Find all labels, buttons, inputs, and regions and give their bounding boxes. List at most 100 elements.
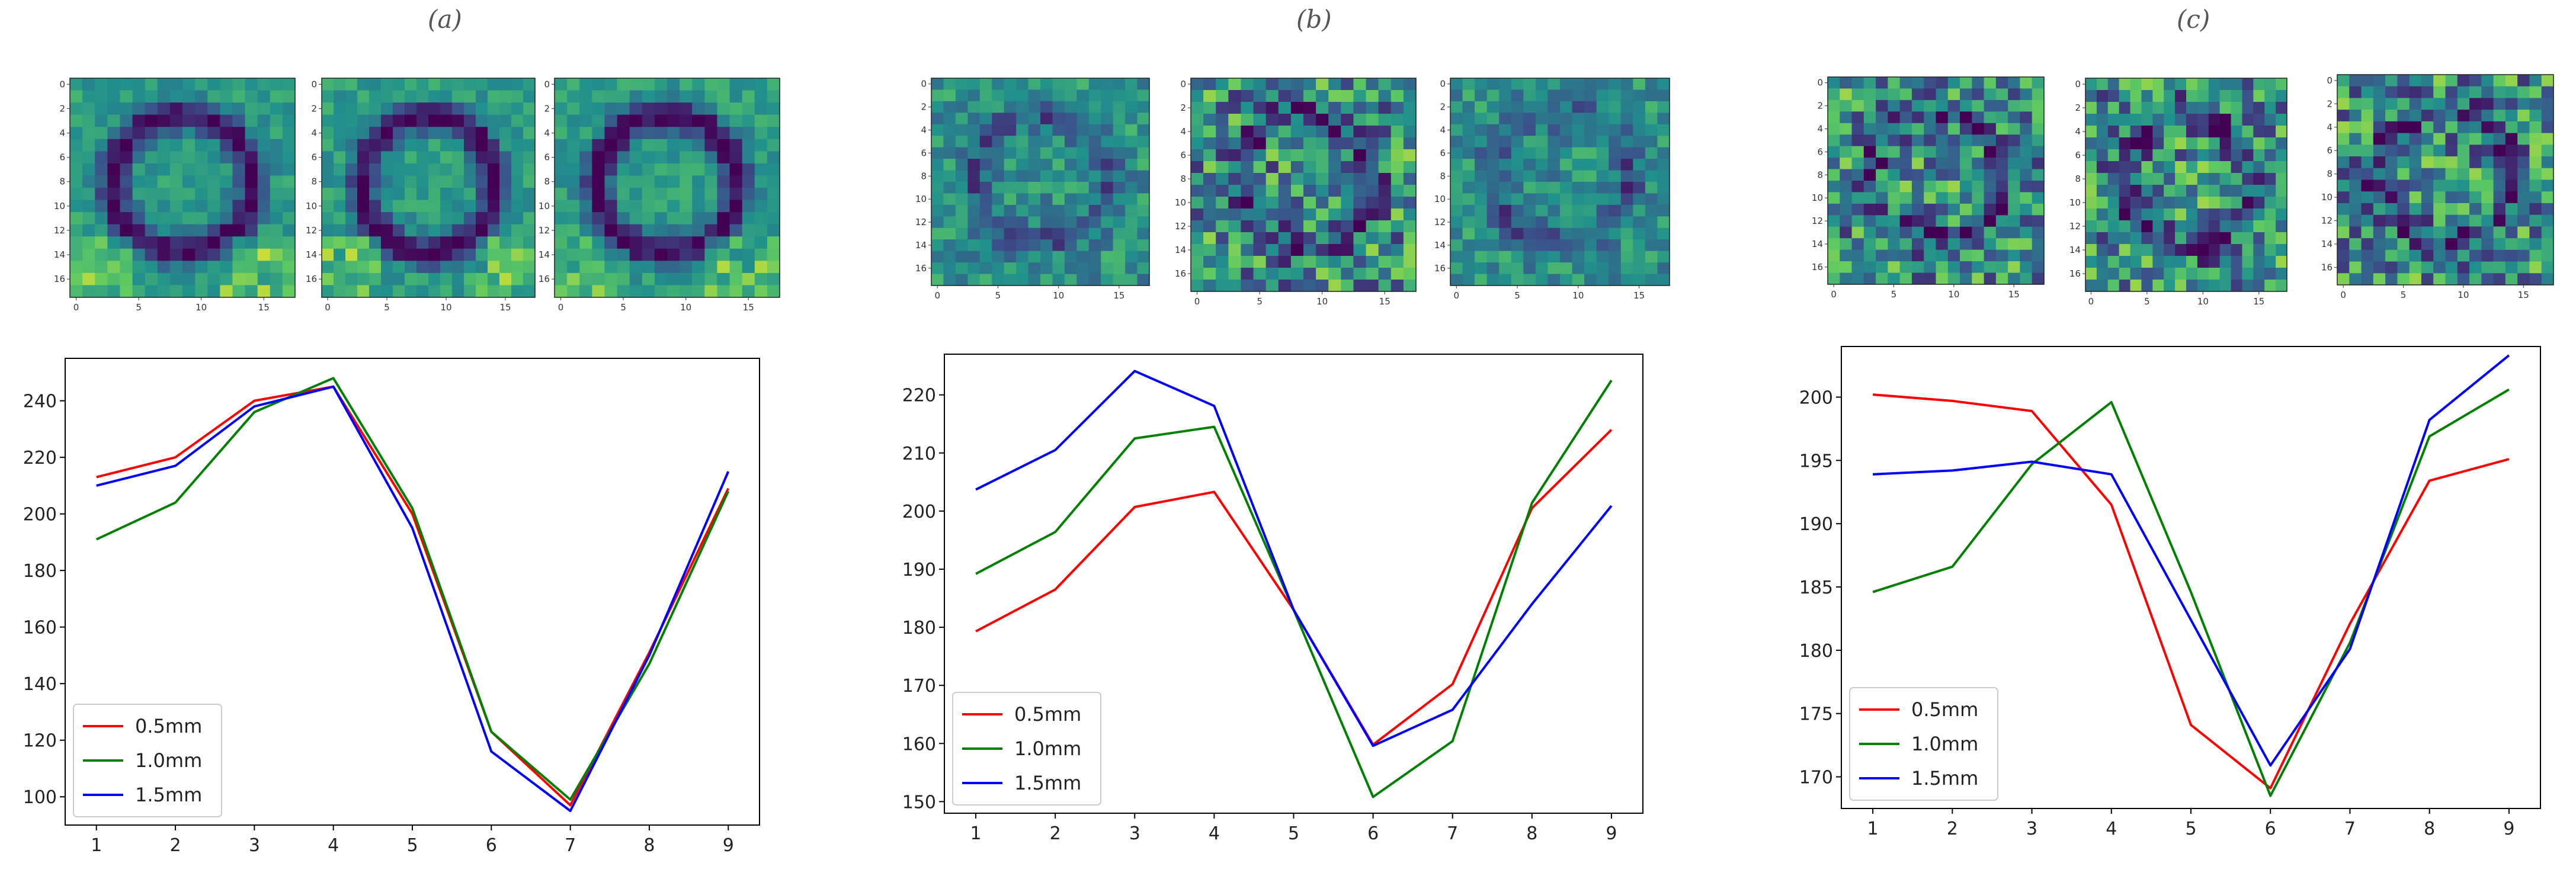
heatmap-cell xyxy=(2107,78,2120,91)
heatmap-cell xyxy=(1645,89,1658,102)
heatmap-cell xyxy=(2276,149,2287,162)
heatmap-cell xyxy=(1390,149,1404,162)
heatmap-cell xyxy=(345,188,358,201)
heatmap-cell xyxy=(667,224,680,237)
heatmap-cell xyxy=(440,224,453,237)
heatmap-cell xyxy=(717,114,730,127)
heatmap-cell xyxy=(511,261,524,274)
heatmap-cell xyxy=(282,261,296,274)
heatmap-cell xyxy=(1523,147,1536,159)
heatmap-cell xyxy=(943,251,956,263)
heatmap-cell xyxy=(145,90,158,103)
heatmap-cell xyxy=(381,261,393,274)
heatmap-cell xyxy=(1125,182,1138,194)
heatmap-cell xyxy=(523,188,536,201)
heatmap-cell xyxy=(1462,124,1475,136)
heatmap-cell xyxy=(2517,156,2530,169)
heatmap-cell xyxy=(1596,251,1609,263)
heatmap-cell xyxy=(2481,214,2494,227)
heatmap-cell xyxy=(1620,136,1633,148)
heatmap-cell xyxy=(2253,244,2265,256)
heatmap-cell xyxy=(1191,280,1204,292)
heatmap-cell xyxy=(322,248,334,261)
heatmap-cell xyxy=(1657,204,1670,217)
heatmap-cell xyxy=(169,175,183,188)
heatmap-cell xyxy=(2505,98,2518,110)
heatmap-cell xyxy=(1203,90,1216,102)
heatmap-cell xyxy=(132,151,146,164)
heatmap-cell xyxy=(1290,208,1304,221)
heatmap-cell xyxy=(1523,193,1536,206)
heatmap-cell xyxy=(1511,262,1524,275)
heatmap-cell xyxy=(1936,146,1949,158)
heatmap-ytick-label: 12 xyxy=(54,225,65,236)
heatmap-cell xyxy=(1547,101,1561,113)
heatmap-cell xyxy=(2349,145,2362,157)
heatmap-ytick-label: 2 xyxy=(1817,101,1823,111)
heatmap-cell xyxy=(1137,159,1150,171)
heatmap-cell xyxy=(1863,181,1876,193)
heatmap-cell xyxy=(1228,90,1242,102)
heatmap-cell xyxy=(1511,147,1524,159)
heatmap-cell xyxy=(1137,101,1150,113)
heatmap-cell xyxy=(667,78,680,91)
heatmap-cell xyxy=(2505,249,2518,262)
heatmap-cell xyxy=(2231,280,2243,292)
heatmap-cell xyxy=(1863,169,1876,181)
heatmap-cell xyxy=(2349,191,2362,204)
heatmap-xtick-label: 10 xyxy=(2458,290,2469,300)
heatmap-cell xyxy=(654,78,668,91)
heatmap-ytick-label: 0 xyxy=(1440,79,1446,89)
heatmap-cell xyxy=(1341,102,1354,114)
heatmap-cell xyxy=(955,251,968,263)
heatmap-cell xyxy=(667,163,680,177)
heatmap-cell xyxy=(2469,238,2482,251)
heatmap-cell xyxy=(1645,239,1658,252)
heatmap-cell xyxy=(207,151,220,164)
heatmap-cell xyxy=(2119,173,2131,185)
heatmap-cell xyxy=(2445,226,2458,239)
heatmap-cell xyxy=(95,200,108,213)
heatmap-cell xyxy=(992,89,1005,102)
heatmap-cell xyxy=(1028,147,1041,159)
heatmap-cell xyxy=(567,78,580,91)
heatmap-cell xyxy=(1995,238,2008,251)
heatmap-cell xyxy=(257,285,271,298)
y-tick-label: 210 xyxy=(902,444,936,464)
heatmap-cell xyxy=(2119,126,2131,138)
heatmap-xtick-label: 15 xyxy=(743,302,754,313)
heatmap-xtick-label: 15 xyxy=(1113,290,1124,301)
heatmap-cell xyxy=(334,102,346,115)
heatmap-cell xyxy=(1378,90,1392,102)
heatmap-cell xyxy=(1620,262,1633,275)
heatmap-cell xyxy=(405,188,417,201)
heatmap-cell xyxy=(1101,216,1114,229)
y-tick-label: 180 xyxy=(902,618,936,638)
heatmap-cell xyxy=(1572,274,1585,286)
heatmap-cell xyxy=(1947,169,1960,181)
heatmap-cell xyxy=(2096,90,2109,102)
heatmap-cell xyxy=(157,151,171,164)
heatmap-cell xyxy=(1076,101,1090,113)
heatmap-cell xyxy=(1137,193,1150,206)
heatmap-cell xyxy=(1596,113,1609,125)
heatmap-cell xyxy=(195,236,208,249)
heatmap-cell xyxy=(667,127,680,140)
heatmap-cell xyxy=(1547,89,1561,102)
heatmap-cell xyxy=(1535,216,1549,229)
heatmap-cell xyxy=(667,151,680,164)
heatmap-cell xyxy=(1936,272,1949,285)
heatmap-cell xyxy=(1265,137,1279,150)
heatmap-cell xyxy=(555,261,568,274)
heatmap-cell xyxy=(416,139,429,152)
heatmap-cell xyxy=(555,236,568,249)
heatmap-cell xyxy=(2385,249,2398,262)
heatmap-cell xyxy=(2541,86,2554,99)
heatmap-cell xyxy=(2469,121,2482,134)
heatmap-cell xyxy=(2469,110,2482,122)
heatmap-cell xyxy=(511,163,524,177)
heatmap-cell xyxy=(1316,126,1329,138)
heatmap-cell xyxy=(1899,100,1912,112)
legend-label: 1.5mm xyxy=(1014,772,1081,794)
heatmap-cell xyxy=(132,163,146,177)
